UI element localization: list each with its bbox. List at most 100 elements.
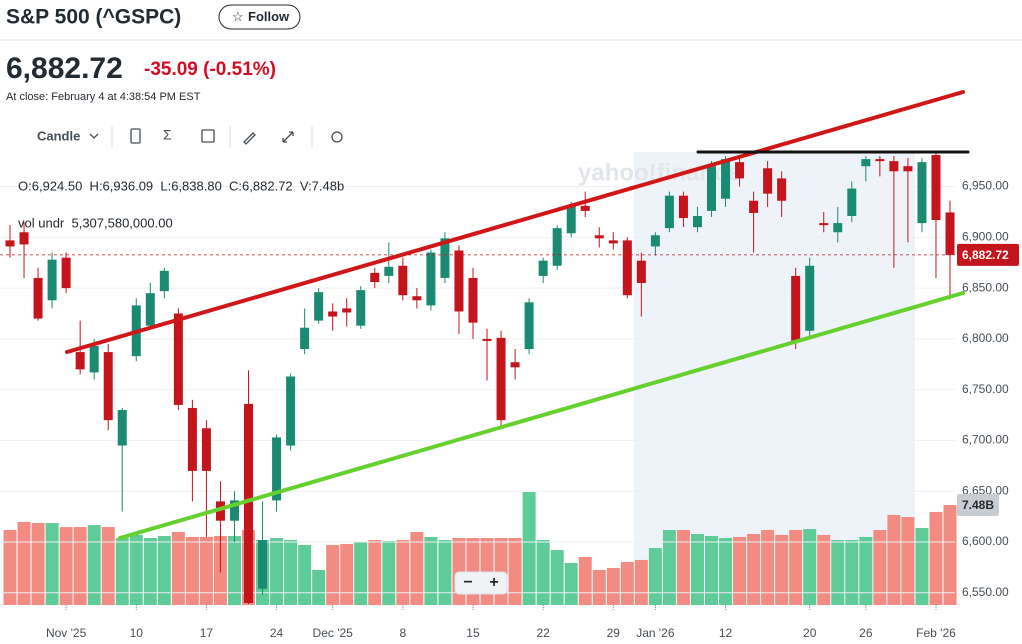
candle-body xyxy=(524,302,534,350)
volume-bar xyxy=(3,529,17,605)
candle-body xyxy=(33,277,43,319)
candle-body xyxy=(692,215,702,228)
candle-body xyxy=(622,240,632,296)
volume-bar xyxy=(747,534,761,605)
x-tick-label: 29 xyxy=(607,626,621,640)
volume-bar xyxy=(438,540,452,605)
candle-body xyxy=(805,265,815,331)
zoom-in[interactable]: + xyxy=(489,574,498,591)
follow-button[interactable]: ☆ Follow xyxy=(218,4,301,30)
y-tick-label: 6,600.00 xyxy=(962,534,1009,548)
zoom-out[interactable]: − xyxy=(463,574,472,591)
candle-body xyxy=(342,308,352,313)
candle-body xyxy=(398,265,408,296)
volume-bar xyxy=(101,527,115,605)
candle-body xyxy=(145,293,155,326)
compare-icon[interactable] xyxy=(130,128,141,144)
y-tick-label: 6,900.00 xyxy=(962,229,1009,243)
last-price-box xyxy=(957,243,1019,266)
volume-bar xyxy=(550,550,564,605)
candle-body xyxy=(328,311,338,317)
volume-bar xyxy=(592,569,606,605)
volume-bar xyxy=(915,527,929,605)
candle-body xyxy=(314,292,324,321)
volume-bar xyxy=(115,538,129,605)
volume-bar xyxy=(199,536,213,605)
candle-body xyxy=(117,409,127,446)
volume-bar xyxy=(522,492,536,605)
follow-label[interactable]: Follow xyxy=(248,9,290,24)
support-trendline xyxy=(118,291,965,540)
volume-bar xyxy=(31,523,45,605)
date-icon[interactable] xyxy=(201,129,215,143)
candle-body xyxy=(917,162,927,224)
candle-body xyxy=(496,337,506,421)
candle-body xyxy=(763,168,773,194)
volume-bar xyxy=(270,538,284,605)
volume-bar xyxy=(620,561,634,605)
volume-bar xyxy=(326,544,340,605)
volume-bar xyxy=(508,538,522,605)
candle-body xyxy=(61,257,71,289)
candle-body xyxy=(707,166,716,211)
volume-bar xyxy=(859,536,873,605)
candle-body xyxy=(735,162,745,179)
indicators-icon[interactable]: Σ xyxy=(163,127,172,143)
candle-body xyxy=(384,266,394,276)
candle-body xyxy=(286,376,296,446)
volume-legend: vol undr 5,307,580,000.00 xyxy=(18,215,173,230)
volume-bar xyxy=(129,534,143,605)
change: -35.09 (-0.51%) xyxy=(144,59,276,80)
volume-bar xyxy=(73,527,87,605)
zoom-control[interactable]: − + xyxy=(454,571,508,595)
x-tick-label: 17 xyxy=(200,626,214,640)
candle-body xyxy=(5,240,15,247)
chevron[interactable] xyxy=(89,133,99,139)
volume-bar xyxy=(929,511,943,605)
volume-bar xyxy=(761,529,775,605)
last-price-label: 6,882.72 xyxy=(962,248,1009,262)
toolbar: Candle Σ xyxy=(37,126,343,148)
candle-body xyxy=(580,205,590,211)
volume-bar xyxy=(227,536,241,605)
volume-bar xyxy=(536,540,550,605)
volume-bar xyxy=(845,540,859,605)
candle-body xyxy=(847,188,857,216)
svg-text:☆: ☆ xyxy=(232,9,244,24)
candle-body xyxy=(566,205,576,234)
y-tick-label: 6,700.00 xyxy=(962,433,1009,447)
volume-bar xyxy=(634,559,648,605)
y-tick-label: 6,950.00 xyxy=(962,179,1009,193)
candle-body xyxy=(258,539,268,589)
trendlines xyxy=(65,90,970,540)
candle-body xyxy=(861,159,871,167)
volume-bar xyxy=(831,540,845,605)
volume-bar xyxy=(873,529,887,605)
title: S&P 500 (^GSPC) xyxy=(6,6,181,29)
candle-body xyxy=(636,260,646,284)
candle-body xyxy=(594,235,604,239)
candle-body xyxy=(159,270,169,292)
candle-body xyxy=(650,235,660,247)
expand-icon[interactable] xyxy=(282,131,294,143)
candle-body xyxy=(721,159,731,199)
volume-bar xyxy=(606,567,620,605)
candle-body xyxy=(300,327,310,350)
price: 6,882.72 xyxy=(6,52,123,85)
draw-icon[interactable] xyxy=(243,132,256,145)
candle-body xyxy=(608,240,618,244)
candle-body xyxy=(538,260,548,276)
chart-type[interactable]: Candle xyxy=(37,128,80,143)
candle-body xyxy=(412,296,422,301)
y-tick-label: 6,850.00 xyxy=(962,280,1009,294)
candle-body xyxy=(215,501,225,521)
candle-body xyxy=(201,428,211,471)
settings-icon[interactable] xyxy=(331,131,343,143)
x-tick-label: Nov '25 xyxy=(46,626,87,640)
ohlc-legend: O:6,924.50 H:6,936.09 L:6,838.80 C:6,882… xyxy=(18,178,344,193)
volume-bar xyxy=(887,515,901,605)
candle-body xyxy=(833,223,843,233)
resistance-trendline xyxy=(65,90,965,354)
y-tick-label: 6,800.00 xyxy=(962,331,1009,345)
volume-bar xyxy=(564,563,578,605)
